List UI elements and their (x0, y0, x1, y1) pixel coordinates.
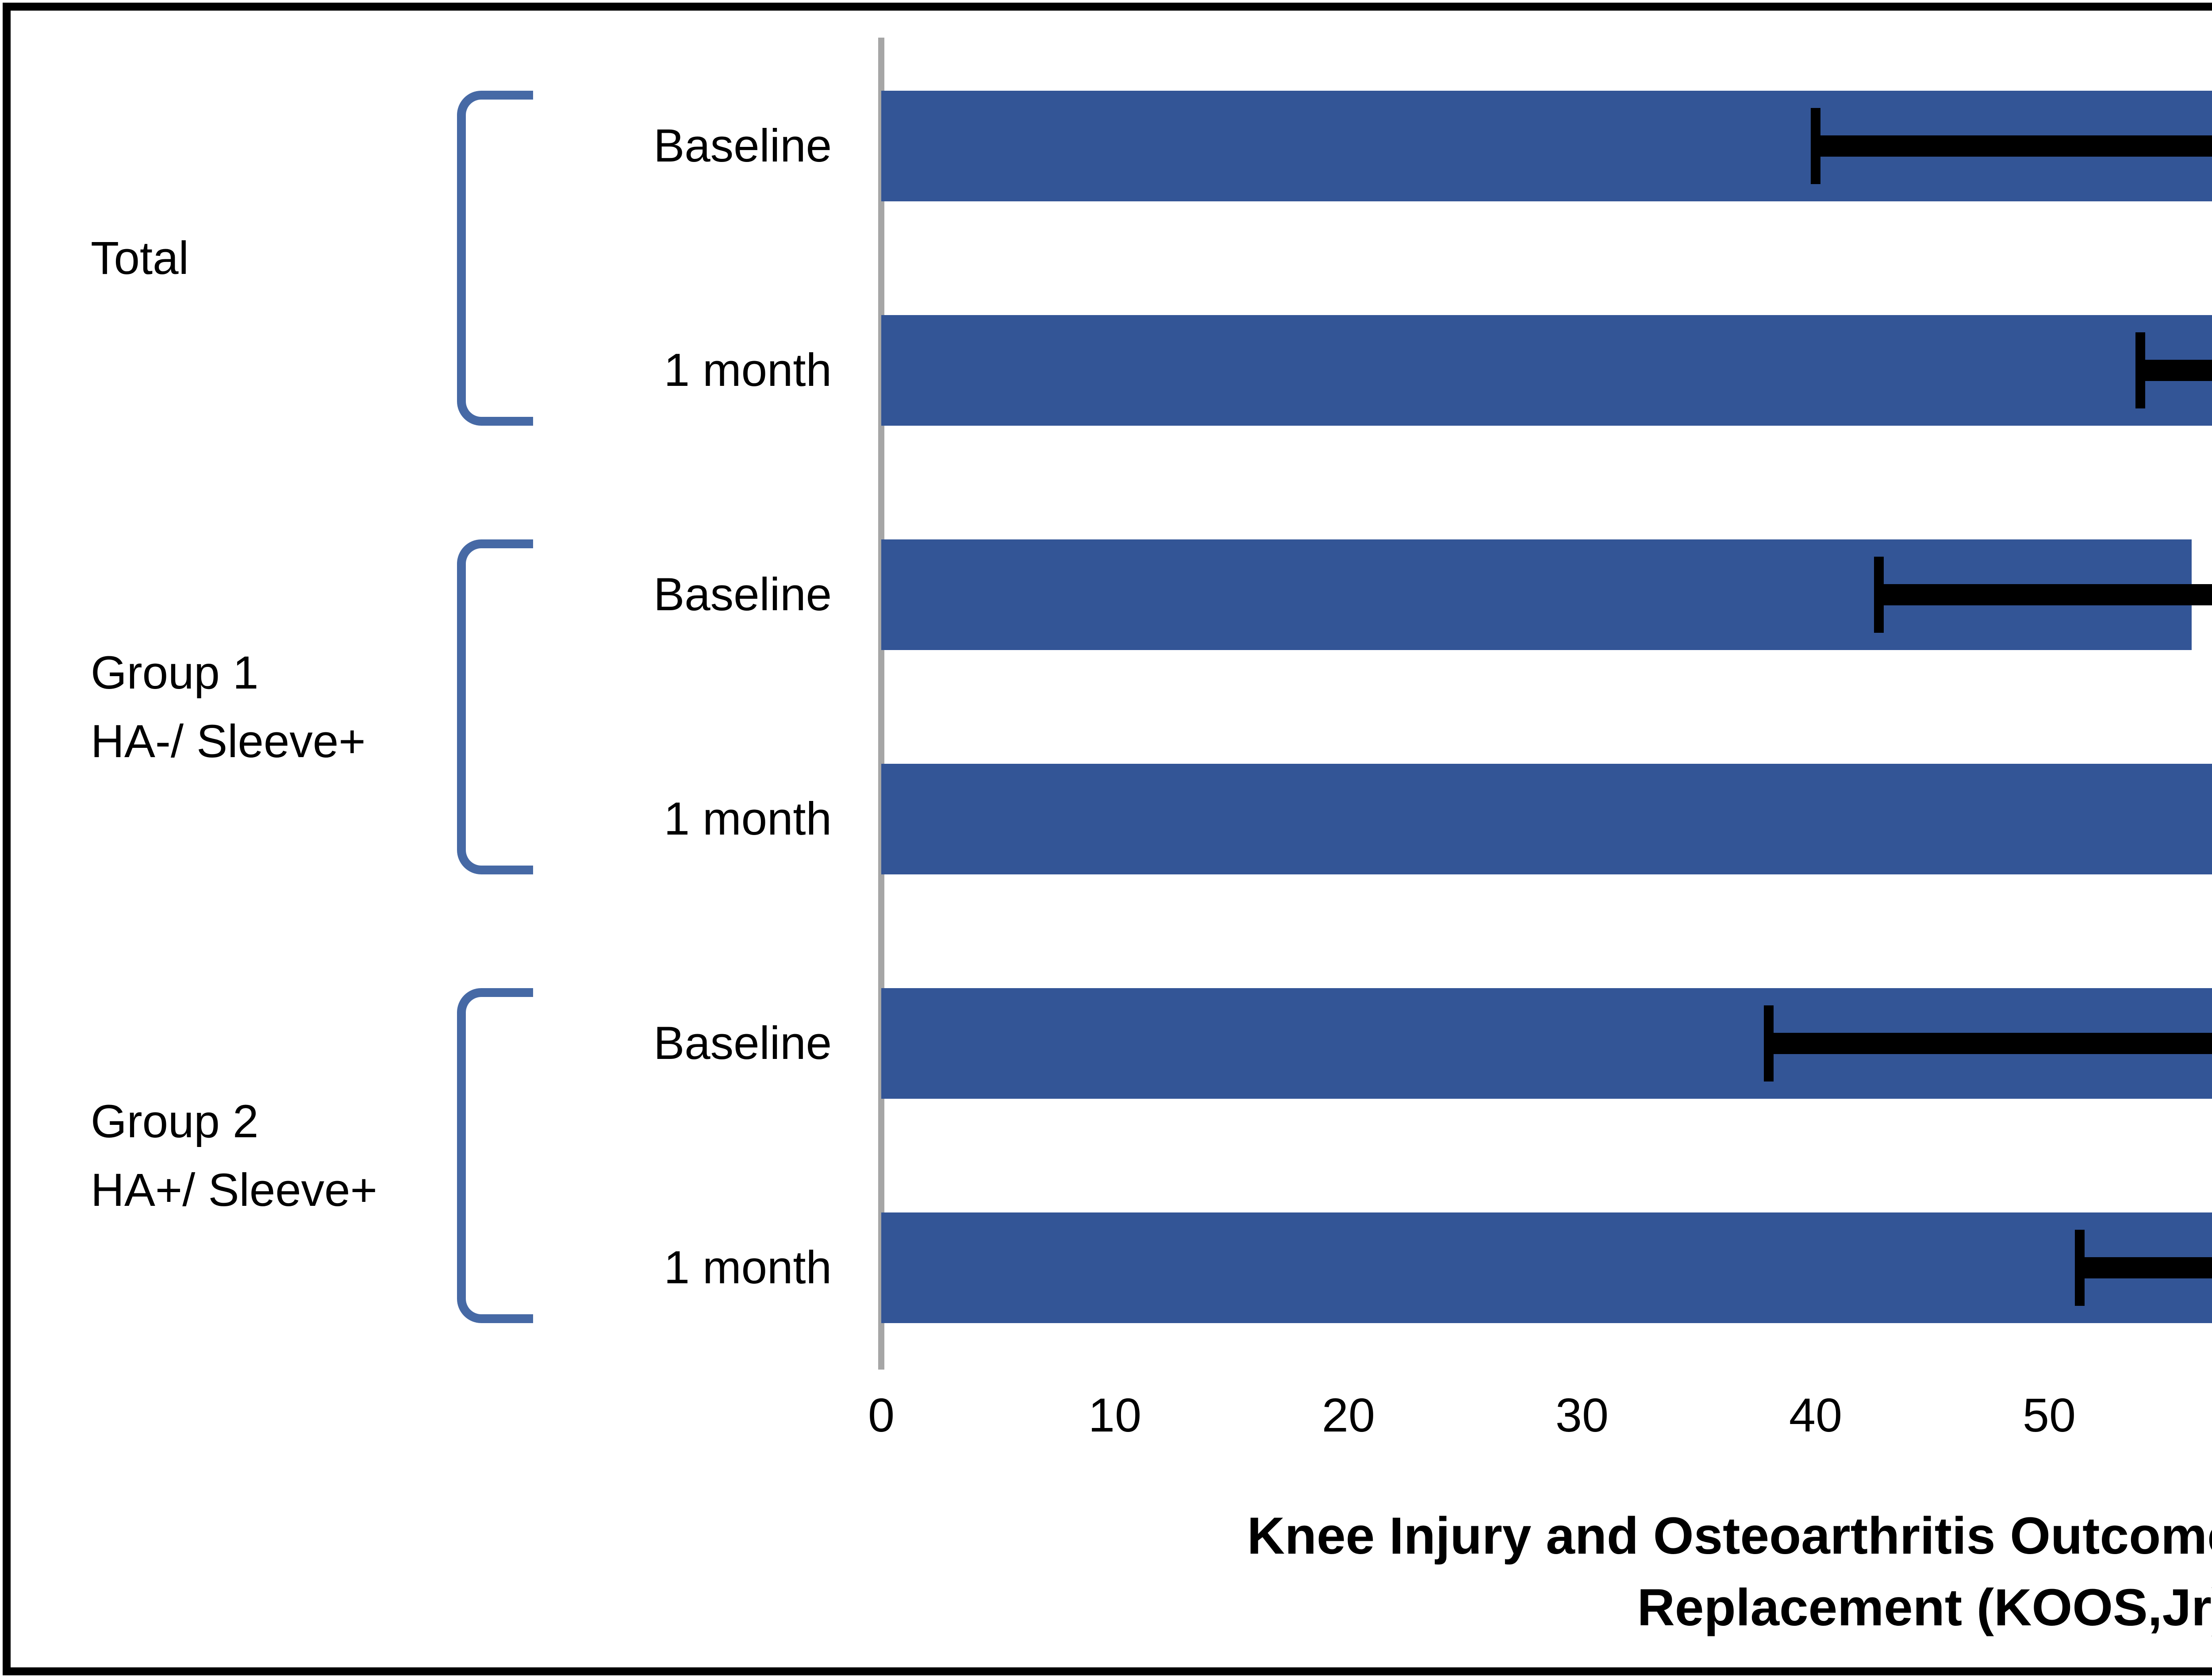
category-label-baseline: Baseline (653, 569, 832, 620)
group-label-1: Group 1 HA-/ Sleeve+ (91, 639, 458, 776)
group-label-2-line2: HA+/ Sleeve+ (91, 1164, 377, 1216)
error-cap-low (2135, 332, 2145, 408)
x-axis-title: Knee Injury and Osteoarthritis Outcome S… (881, 1500, 2212, 1643)
error-cap-low (2074, 1230, 2085, 1306)
category-label-baseline: Baseline (653, 1017, 832, 1069)
x-tick-30: 30 (1555, 1388, 1609, 1442)
zero-axis-line (878, 38, 884, 1370)
group-label-1-line1: Group 1 (91, 647, 259, 699)
x-tick-20: 20 (1321, 1388, 1375, 1442)
category-label-1-month: 1 month (664, 344, 832, 396)
x-tick-10: 10 (1088, 1388, 1142, 1442)
error-bar-line (2140, 360, 2212, 381)
category-label-1-month: 1 month (664, 1242, 832, 1293)
group-bracket-2 (457, 988, 533, 1323)
error-bar-line (1878, 584, 2212, 605)
bar-group3-1-month (881, 1212, 2212, 1323)
group-bracket-1 (457, 539, 533, 874)
group-bracket-0 (457, 91, 533, 426)
group-label-2-line1: Group 2 (91, 1095, 259, 1147)
error-bar-line (1816, 135, 2212, 157)
error-cap-low (1764, 1005, 1774, 1081)
group-label-0: Total (91, 224, 458, 292)
error-cap-low (1811, 108, 1820, 184)
group-label-1-line2: HA-/ Sleeve+ (91, 715, 366, 767)
category-label-baseline: Baseline (653, 120, 832, 172)
group-label-2: Group 2 HA+/ Sleeve+ (91, 1087, 458, 1224)
x-tick-40: 40 (1789, 1388, 1843, 1442)
category-label-1-month: 1 month (664, 793, 832, 845)
x-axis-title-line1: Knee Injury and Osteoarthritis Outcome S… (1247, 1507, 2212, 1565)
error-cap-low (1874, 557, 1884, 633)
bar-group1-1-month (881, 315, 2212, 426)
x-tick-0: 0 (868, 1388, 895, 1442)
x-tick-50: 50 (2022, 1388, 2076, 1442)
error-bar-line (2079, 1257, 2212, 1278)
error-bar-line (1769, 1033, 2212, 1054)
bar-group2-1-month (881, 764, 2212, 874)
group-label-0-line1: Total (91, 232, 189, 284)
x-axis-title-line2: Replacement (KOOS,Jr) (1637, 1578, 2212, 1637)
